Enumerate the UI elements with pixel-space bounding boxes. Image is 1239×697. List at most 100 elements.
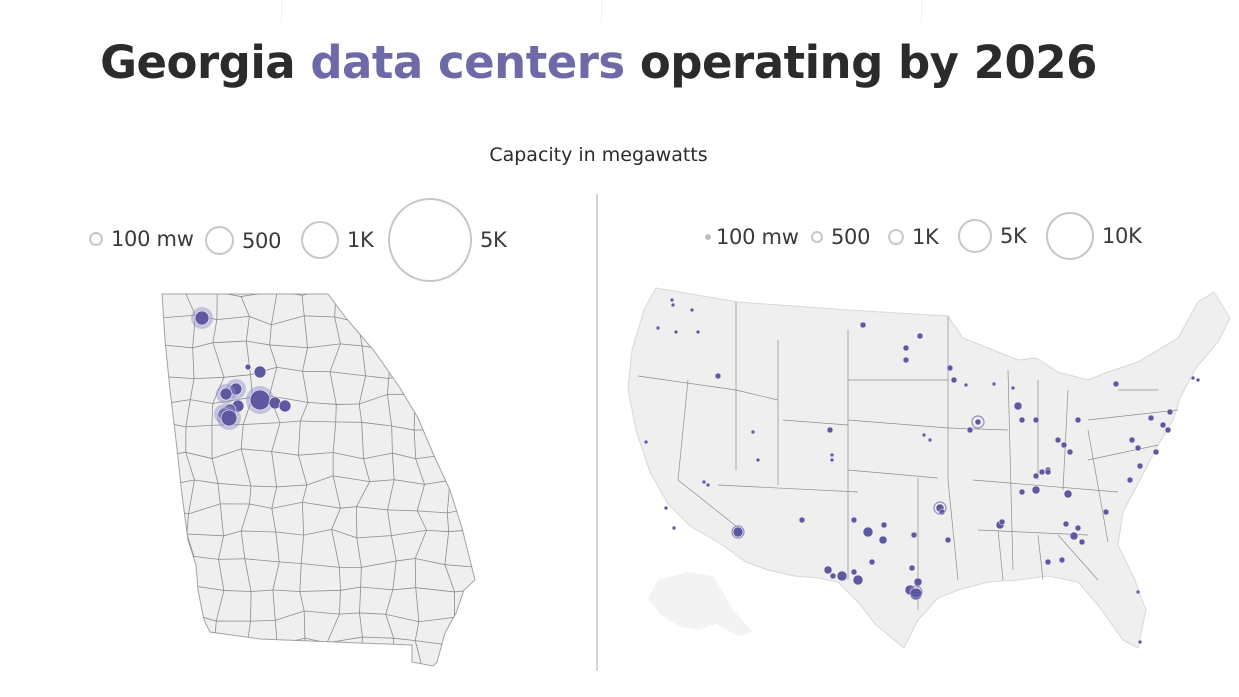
- county-border: [159, 615, 161, 639]
- county-border: [216, 315, 250, 321]
- data-center-dot: [244, 363, 252, 371]
- data-center-dot: [1018, 416, 1026, 424]
- county-border: [275, 610, 305, 621]
- state-border: [677, 379, 689, 481]
- county-border: [414, 640, 424, 666]
- us-legend-item-100: 100 mw: [705, 225, 799, 249]
- data-center-dot: [823, 565, 833, 575]
- county-border: [251, 589, 273, 592]
- county-border: [279, 561, 302, 564]
- data-center-dot: [1032, 472, 1040, 480]
- county-border: [333, 475, 370, 483]
- legend-circle-icon: [958, 219, 992, 253]
- county-border: [300, 535, 305, 564]
- data-center-dot: [673, 329, 679, 335]
- county-border: [300, 420, 336, 423]
- us-legend-item-5k: 5K: [958, 219, 1027, 253]
- data-center-dot: [220, 409, 238, 427]
- data-center-dot: [850, 568, 858, 576]
- data-center-dot: [1074, 416, 1082, 424]
- county-border: [393, 665, 424, 666]
- county-border: [361, 422, 364, 459]
- county-border: [212, 396, 253, 404]
- data-center-dot: [1128, 436, 1136, 444]
- data-center-dot: [974, 418, 982, 426]
- county-border: [304, 638, 308, 665]
- county-border: [299, 591, 305, 612]
- county-border: [329, 371, 337, 405]
- county-border: [188, 503, 221, 515]
- county-border: [186, 533, 195, 557]
- county-border: [391, 344, 421, 351]
- data-center-dot: [701, 479, 707, 485]
- data-center-dot: [705, 482, 711, 488]
- us-legend-item-1k: 1K: [888, 225, 939, 249]
- legend-circle-icon: [89, 232, 103, 246]
- county-border: [240, 530, 246, 559]
- county-border: [479, 568, 480, 590]
- data-center-dot: [862, 526, 874, 538]
- data-center-dot: [798, 516, 806, 524]
- data-center-dot: [1136, 462, 1144, 470]
- county-border: [446, 342, 452, 373]
- data-center-dot: [671, 525, 677, 531]
- county-border: [271, 501, 303, 509]
- county-border: [162, 314, 196, 319]
- data-center-dot: [913, 577, 923, 587]
- county-border: [362, 636, 394, 639]
- data-center-dot: [219, 387, 233, 401]
- data-center-dot: [643, 439, 649, 445]
- county-border: [448, 403, 451, 430]
- county-border: [393, 637, 416, 642]
- county-border: [413, 430, 417, 459]
- data-center-dot: [836, 570, 848, 582]
- georgia-legend-item-500: 500: [205, 226, 281, 255]
- data-center-ring: [971, 415, 985, 429]
- county-border: [363, 458, 371, 482]
- county-border: [359, 612, 386, 615]
- county-border: [385, 589, 394, 615]
- county-border: [391, 425, 415, 431]
- county-border: [269, 664, 307, 666]
- georgia-legend-item-5k: 5K: [388, 198, 507, 282]
- county-border: [479, 316, 483, 342]
- county-border: [211, 403, 214, 426]
- county-border: [391, 529, 427, 537]
- state-border: [1037, 534, 1044, 581]
- county-border: [449, 429, 475, 433]
- county-border: [359, 587, 362, 613]
- county-border: [244, 558, 252, 592]
- county-border: [331, 508, 341, 530]
- county-border: [415, 393, 451, 405]
- county-border: [329, 343, 341, 372]
- county-border: [192, 315, 196, 348]
- county-border: [472, 378, 475, 396]
- county-border: [332, 475, 341, 509]
- data-center-dot: [1078, 538, 1086, 546]
- state-border: [717, 484, 859, 493]
- data-center-dot: [902, 344, 910, 352]
- county-border: [326, 613, 340, 644]
- county-border: [357, 294, 364, 323]
- county-border: [162, 344, 193, 349]
- legend-circle-icon: [705, 234, 711, 240]
- county-border: [420, 342, 447, 346]
- county-border: [452, 453, 475, 457]
- county-border: [477, 507, 480, 530]
- state-borders: [637, 302, 1179, 610]
- state-border: [1007, 369, 1014, 571]
- legend-label: 500: [831, 225, 871, 249]
- data-center-dot: [1010, 385, 1016, 391]
- state-border: [1062, 389, 1069, 491]
- data-center-dot: [1135, 589, 1141, 595]
- data-center-dot: [194, 310, 210, 326]
- data-center-dot: [1159, 421, 1167, 429]
- state-border: [1087, 409, 1179, 421]
- county-border: [339, 612, 360, 615]
- county-border: [391, 425, 393, 454]
- data-center-dot: [1013, 401, 1023, 411]
- county-border: [219, 503, 224, 536]
- county-border: [217, 483, 221, 504]
- county-border: [339, 567, 341, 591]
- state-border: [972, 479, 1119, 493]
